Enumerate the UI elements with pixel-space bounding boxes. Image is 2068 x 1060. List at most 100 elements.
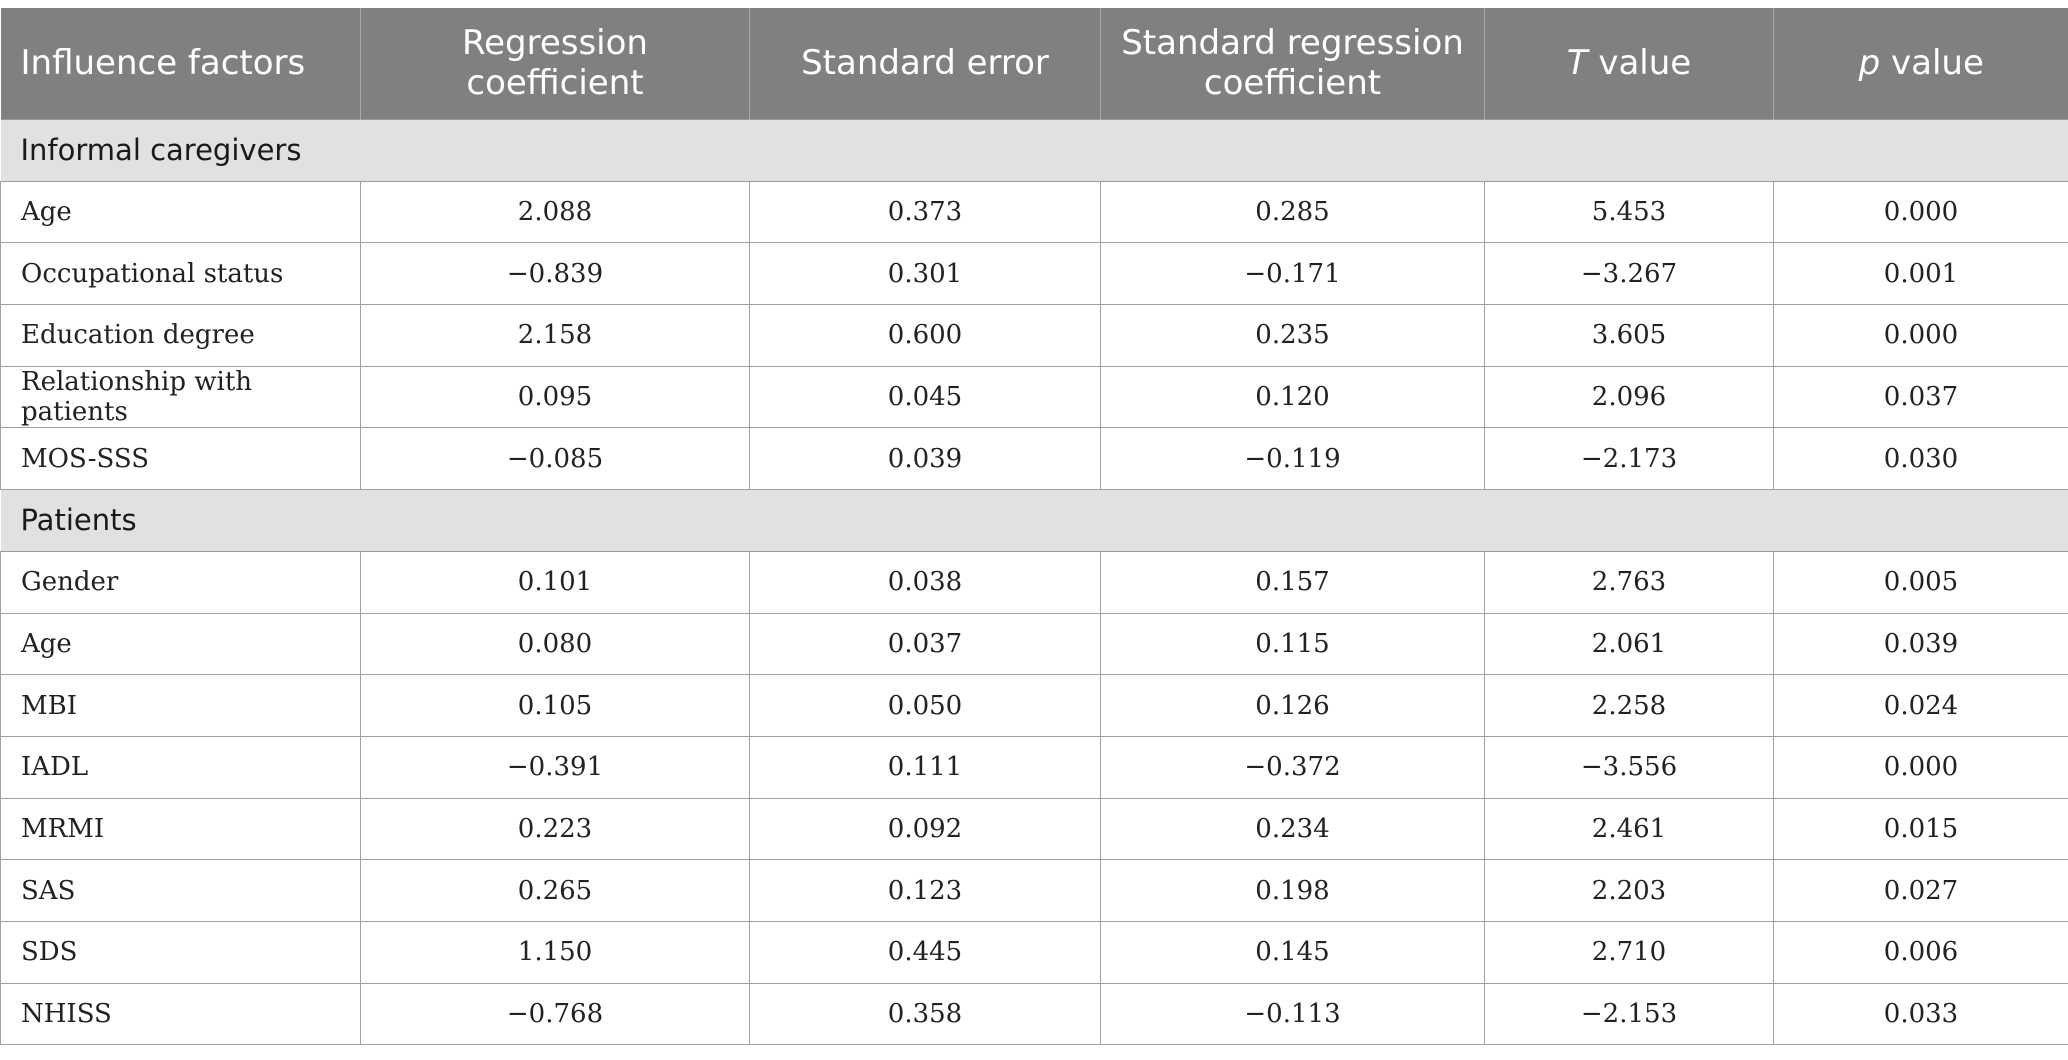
cell-standard-regression-coefficient: −0.119 — [1100, 427, 1485, 490]
cell-factor: Relationship with patients — [0, 366, 361, 429]
cell-regression-coefficient: −0.391 — [360, 736, 750, 799]
cell-standard-error: 0.038 — [749, 551, 1101, 614]
cell-t-value: 2.203 — [1484, 859, 1774, 923]
cell-regression-coefficient: 0.095 — [360, 366, 750, 429]
cell-p-value: 0.005 — [1773, 551, 2068, 614]
cell-t-value: 5.453 — [1484, 181, 1774, 244]
cell-standard-error: 0.373 — [749, 181, 1101, 244]
cell-standard-regression-coefficient: 0.157 — [1100, 551, 1485, 614]
cell-standard-regression-coefficient: 0.126 — [1100, 674, 1485, 737]
table-row: NHISS −0.768 0.358 −0.113 −2.153 0.033 — [0, 983, 2068, 1046]
cell-p-value: 0.030 — [1773, 427, 2068, 490]
table-row: IADL −0.391 0.111 −0.372 −3.556 0.000 — [0, 736, 2068, 799]
header-standard-regression-coefficient: Standard regression coefficient — [1100, 8, 1485, 119]
cell-factor: IADL — [0, 736, 361, 799]
cell-standard-regression-coefficient: −0.113 — [1100, 983, 1485, 1046]
cell-standard-error: 0.039 — [749, 427, 1101, 490]
cell-regression-coefficient: 2.158 — [360, 304, 750, 367]
cell-t-value: 2.461 — [1484, 798, 1774, 861]
cell-regression-coefficient: 0.265 — [360, 859, 750, 923]
cell-regression-coefficient: −0.768 — [360, 983, 750, 1046]
header-row: Influence factors Regression coefficient… — [0, 8, 2068, 119]
cell-standard-regression-coefficient: −0.171 — [1100, 242, 1485, 305]
cell-standard-regression-coefficient: 0.145 — [1100, 921, 1485, 984]
section-row: Informal caregivers — [0, 118, 2068, 182]
cell-t-value: −3.556 — [1484, 736, 1774, 799]
table-row: MBI 0.105 0.050 0.126 2.258 0.024 — [0, 674, 2068, 737]
cell-standard-regression-coefficient: 0.120 — [1100, 366, 1485, 429]
cell-standard-regression-coefficient: 0.198 — [1100, 859, 1485, 923]
cell-factor: MBI — [0, 674, 361, 737]
cell-standard-regression-coefficient: 0.115 — [1100, 613, 1485, 676]
cell-regression-coefficient: −0.839 — [360, 242, 750, 305]
cell-p-value: 0.015 — [1773, 798, 2068, 861]
table-row: Relationship with patients 0.095 0.045 0.12… — [0, 366, 2068, 429]
cell-standard-error: 0.301 — [749, 242, 1101, 305]
cell-factor: SDS — [0, 921, 361, 984]
header-t-value: T value — [1484, 8, 1774, 119]
cell-p-value: 0.000 — [1773, 181, 2068, 244]
cell-t-value: 2.061 — [1484, 613, 1774, 676]
header-p-value: p value — [1773, 8, 2068, 119]
cell-standard-error: 0.111 — [749, 736, 1101, 799]
regression-table-container: Influence factors Regression coefficient… — [0, 8, 2068, 1046]
table-row: SDS 1.150 0.445 0.145 2.710 0.006 — [0, 921, 2068, 984]
header-standard-error: Standard error — [749, 8, 1101, 119]
cell-standard-error: 0.092 — [749, 798, 1101, 861]
table-row: Occupational status −0.839 0.301 −0.171 −3.2… — [0, 242, 2068, 305]
section-row: Patients — [0, 488, 2068, 552]
section-title: Patients — [0, 488, 2068, 552]
cell-factor: Age — [0, 181, 361, 244]
cell-standard-regression-coefficient: 0.235 — [1100, 304, 1485, 367]
cell-t-value: −2.153 — [1484, 983, 1774, 1046]
cell-standard-error: 0.037 — [749, 613, 1101, 676]
cell-regression-coefficient: 1.150 — [360, 921, 750, 984]
cell-t-value: −3.267 — [1484, 242, 1774, 305]
cell-standard-error: 0.445 — [749, 921, 1101, 984]
table-row: Gender 0.101 0.038 0.157 2.763 0.005 — [0, 551, 2068, 614]
cell-p-value: 0.039 — [1773, 613, 2068, 676]
cell-regression-coefficient: 2.088 — [360, 181, 750, 244]
cell-p-value: 0.033 — [1773, 983, 2068, 1046]
header-influence-factors: Influence factors — [0, 8, 361, 119]
cell-regression-coefficient: 0.223 — [360, 798, 750, 861]
cell-standard-error: 0.123 — [749, 859, 1101, 923]
section-title: Informal caregivers — [0, 118, 2068, 182]
cell-factor: Gender — [0, 551, 361, 614]
regression-table: Influence factors Regression coefficient… — [0, 8, 2068, 1046]
cell-standard-regression-coefficient: −0.372 — [1100, 736, 1485, 799]
cell-standard-error: 0.045 — [749, 366, 1101, 429]
cell-standard-error: 0.358 — [749, 983, 1101, 1046]
cell-regression-coefficient: 0.105 — [360, 674, 750, 737]
cell-factor: SAS — [0, 859, 361, 923]
cell-p-value: 0.000 — [1773, 304, 2068, 367]
header-regression-coefficient: Regression coefficient — [360, 8, 750, 119]
cell-factor: NHISS — [0, 983, 361, 1046]
cell-standard-regression-coefficient: 0.234 — [1100, 798, 1485, 861]
cell-regression-coefficient: 0.080 — [360, 613, 750, 676]
cell-t-value: 2.763 — [1484, 551, 1774, 614]
cell-p-value: 0.024 — [1773, 674, 2068, 737]
cell-standard-error: 0.600 — [749, 304, 1101, 367]
header-p-symbol: p — [1858, 43, 1881, 84]
cell-t-value: 3.605 — [1484, 304, 1774, 367]
cell-factor: Age — [0, 613, 361, 676]
table-body: Informal caregivers Age 2.088 0.373 0.285 5.4… — [0, 118, 2068, 1046]
cell-factor: Education degree — [0, 304, 361, 367]
table-row: MRMI 0.223 0.092 0.234 2.461 0.015 — [0, 798, 2068, 861]
header-t-symbol: T — [1566, 43, 1588, 84]
cell-factor: MOS-SSS — [0, 427, 361, 490]
cell-standard-error: 0.050 — [749, 674, 1101, 737]
cell-t-value: 2.096 — [1484, 366, 1774, 429]
table-row: SAS 0.265 0.123 0.198 2.203 0.027 — [0, 859, 2068, 923]
cell-factor: Occupational status — [0, 242, 361, 305]
table-header: Influence factors Regression coefficient… — [0, 8, 2068, 119]
cell-p-value: 0.006 — [1773, 921, 2068, 984]
cell-factor: MRMI — [0, 798, 361, 861]
cell-standard-regression-coefficient: 0.285 — [1100, 181, 1485, 244]
cell-p-value: 0.027 — [1773, 859, 2068, 923]
cell-p-value: 0.000 — [1773, 736, 2068, 799]
cell-t-value: 2.258 — [1484, 674, 1774, 737]
cell-t-value: 2.710 — [1484, 921, 1774, 984]
cell-p-value: 0.037 — [1773, 366, 2068, 429]
